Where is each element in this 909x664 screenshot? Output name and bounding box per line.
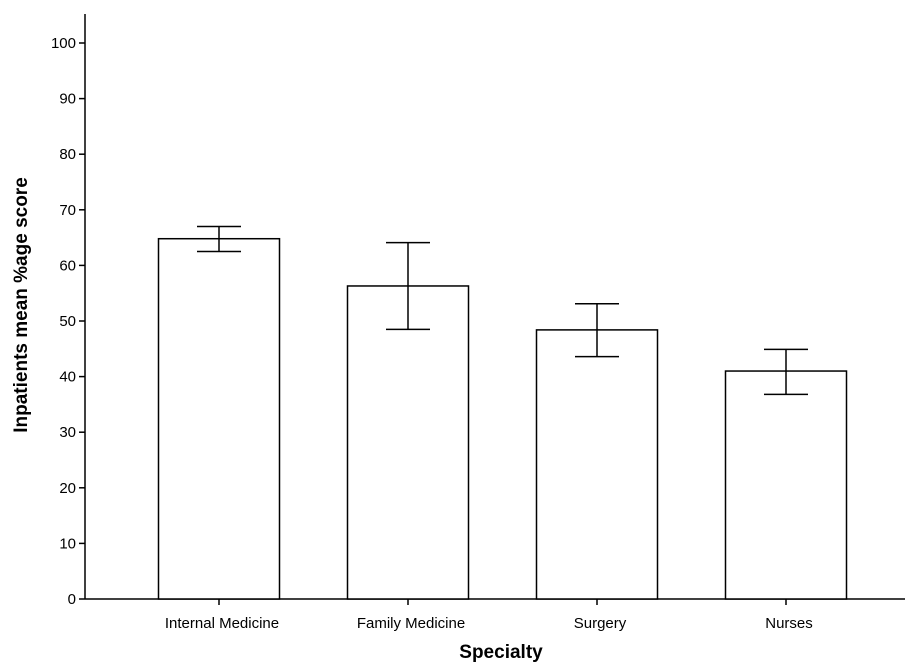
bars bbox=[157, 237, 848, 600]
y-tick-label: 80 bbox=[59, 146, 76, 163]
y-tick-label: 100 bbox=[51, 35, 76, 52]
x-tick-label: Internal Medicine bbox=[165, 615, 279, 632]
y-tick-label: 60 bbox=[59, 257, 76, 274]
y-tick-label: 90 bbox=[59, 91, 76, 108]
y-tick-label: 50 bbox=[59, 313, 76, 330]
y-axis-title: Inpatients mean %age score bbox=[11, 177, 32, 433]
x-tick-label: Surgery bbox=[574, 615, 627, 632]
y-tick-label: 70 bbox=[59, 202, 76, 219]
y-tick-label: 20 bbox=[59, 480, 76, 497]
y-tick-label: 40 bbox=[59, 369, 76, 386]
x-tick-label: Family Medicine bbox=[357, 615, 465, 632]
y-tick-label: 30 bbox=[59, 424, 76, 441]
bar bbox=[157, 237, 281, 600]
y-tick-label: 0 bbox=[68, 591, 76, 608]
bar bbox=[535, 329, 659, 600]
x-tick-label: Nurses bbox=[765, 615, 813, 632]
bar bbox=[346, 285, 470, 600]
y-tick-label: 10 bbox=[59, 535, 76, 552]
error-bars bbox=[197, 225, 808, 396]
labels: 0 10 20 30 40 50 60 70 80 90 100 Internal Medicine F… bbox=[51, 35, 813, 632]
x-axis-title: Specialty bbox=[459, 642, 543, 663]
bar bbox=[724, 370, 848, 600]
